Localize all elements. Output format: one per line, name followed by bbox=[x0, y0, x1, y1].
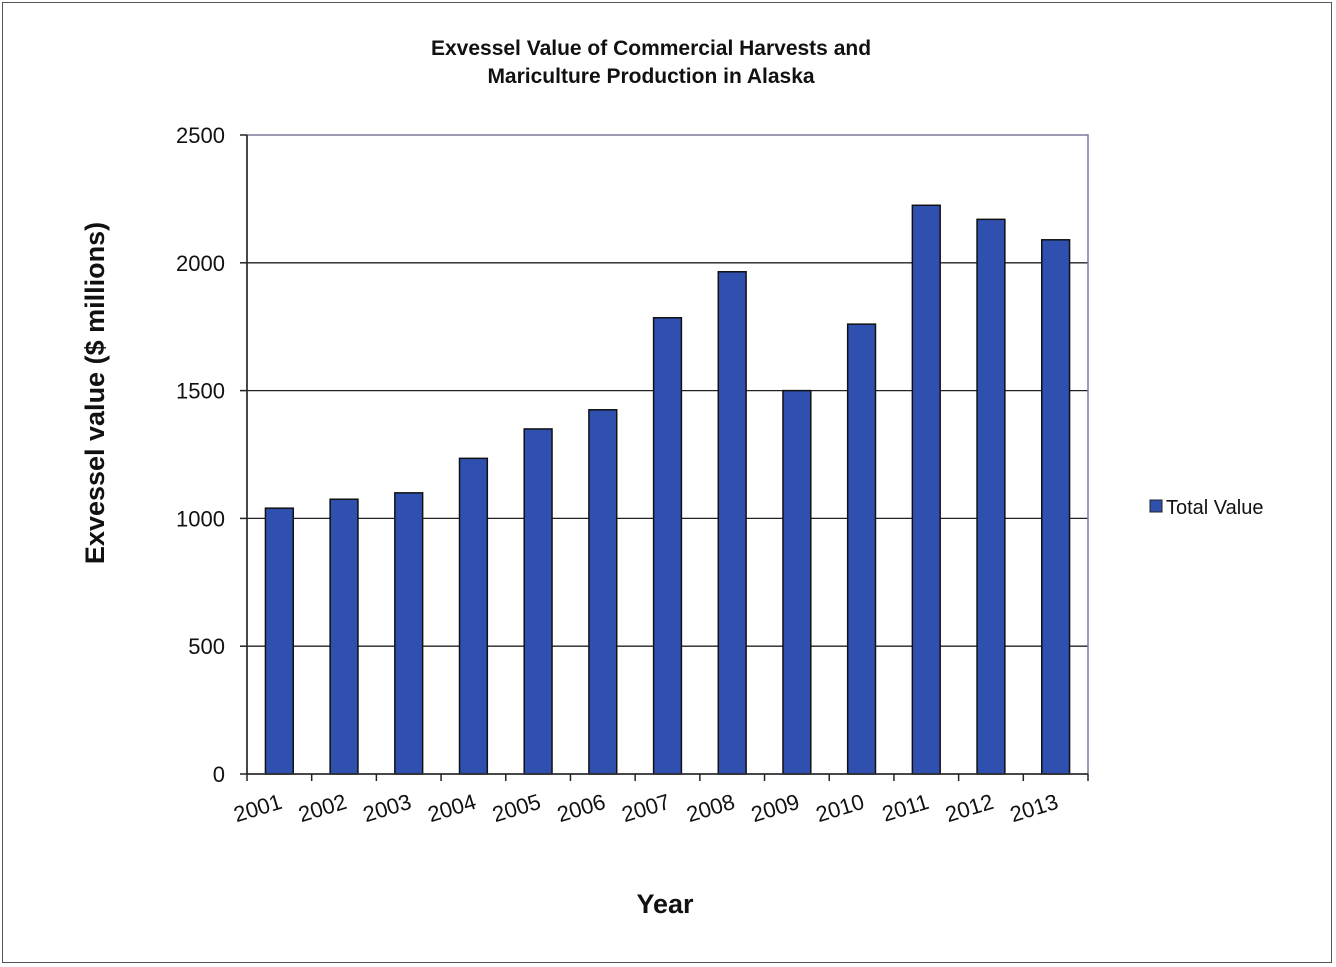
y-tick-label: 2000 bbox=[176, 251, 225, 276]
legend-swatch bbox=[1149, 499, 1163, 513]
bars bbox=[264, 204, 1071, 775]
x-tick-label: 2007 bbox=[619, 789, 673, 827]
bar-2003 bbox=[394, 492, 424, 775]
y-tick-label: 0 bbox=[213, 762, 225, 787]
x-tick-label: 2008 bbox=[684, 789, 738, 827]
x-tick-label: 2001 bbox=[231, 789, 285, 827]
bar-2006 bbox=[588, 409, 618, 775]
x-axis-title: Year bbox=[636, 889, 694, 919]
x-tick-label: 2009 bbox=[748, 789, 802, 827]
y-tick-label: 500 bbox=[188, 634, 225, 659]
x-tick-label: 2012 bbox=[942, 789, 996, 827]
y-axis-title: Exvessel value ($ millions) bbox=[80, 222, 110, 564]
bar-2001 bbox=[264, 507, 295, 775]
legend-label: Total Value bbox=[1166, 497, 1263, 519]
chart-title-line-1: Exvessel Value of Commercial Harvests an… bbox=[431, 37, 871, 60]
bar-2011 bbox=[911, 204, 941, 775]
x-tick-label: 2002 bbox=[295, 789, 349, 827]
x-tick-label: 2011 bbox=[879, 789, 932, 827]
bar-2004 bbox=[458, 457, 489, 775]
bar-2005 bbox=[523, 428, 553, 775]
x-tick-label: 2003 bbox=[360, 789, 414, 827]
x-tick-label: 2013 bbox=[1007, 789, 1061, 827]
x-tick-labels: 2001 2002 2003 2004 2005 2006 2007 2008 2009 2010… bbox=[231, 789, 1061, 827]
bar-2002 bbox=[329, 498, 359, 775]
axes bbox=[240, 134, 1089, 781]
x-tick-label: 2010 bbox=[813, 789, 867, 827]
y-tick-labels: 0 500 1000 1500 2000 2500 bbox=[176, 123, 225, 787]
y-tick-label: 1000 bbox=[176, 506, 225, 531]
bar-2013 bbox=[1040, 239, 1071, 775]
chart-title-line-2: Mariculture Production in Alaska bbox=[487, 65, 814, 88]
bar-2012 bbox=[976, 218, 1006, 775]
y-tick-label: 1500 bbox=[176, 379, 225, 404]
bar-2008 bbox=[717, 270, 747, 775]
y-tick-label: 2500 bbox=[176, 123, 225, 148]
bar-2009 bbox=[782, 389, 812, 775]
bar-2010 bbox=[846, 323, 877, 775]
legend: Total Value bbox=[1149, 497, 1263, 519]
x-tick-label: 2004 bbox=[425, 789, 479, 827]
bar-2007 bbox=[652, 317, 683, 775]
chart-title: Exvessel Value of Commercial Harvests an… bbox=[431, 37, 871, 88]
x-tick-label: 2005 bbox=[489, 789, 543, 827]
x-tick-label: 2006 bbox=[554, 789, 608, 827]
